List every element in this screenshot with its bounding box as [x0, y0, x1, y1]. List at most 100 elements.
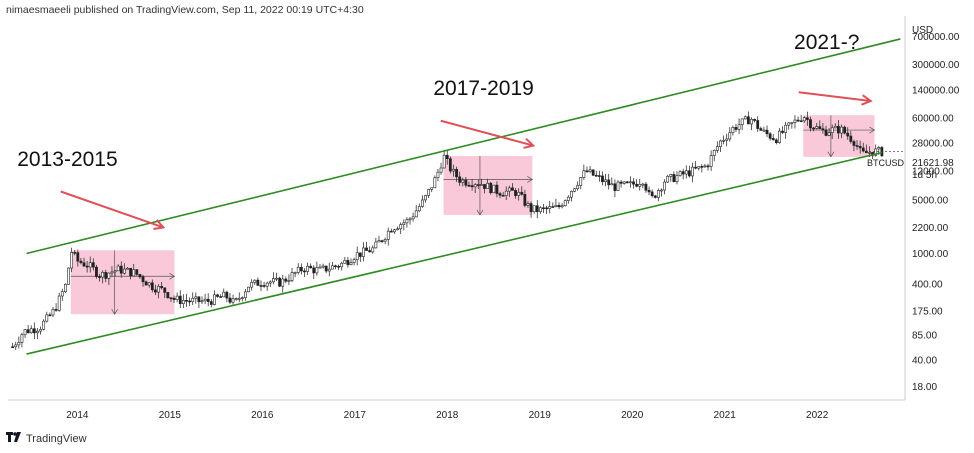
- candle-body: [268, 281, 272, 284]
- candle-body: [501, 194, 505, 197]
- candle-body: [23, 329, 27, 336]
- candle-body: [126, 267, 129, 270]
- candle-body: [722, 139, 725, 142]
- candle-body: [489, 182, 493, 194]
- candle-body: [852, 141, 856, 146]
- candle-body: [116, 265, 120, 272]
- candle-body: [470, 185, 474, 188]
- candle-body: [799, 120, 803, 122]
- candle-body: [529, 203, 533, 213]
- candle-body: [861, 147, 865, 152]
- zone-time-arrowhead: [869, 126, 876, 134]
- candle-body: [703, 165, 707, 168]
- candle-body: [113, 270, 117, 273]
- candle-body: [855, 145, 859, 147]
- candle-body: [830, 127, 834, 133]
- candle-body: [594, 174, 598, 177]
- candle-body: [868, 152, 871, 154]
- candle-body: [374, 241, 378, 249]
- candle-body: [278, 277, 282, 287]
- price-tick-label: 400.00: [912, 279, 943, 290]
- candle-body: [11, 346, 15, 348]
- candle-body: [734, 127, 738, 130]
- candle-body: [877, 147, 881, 150]
- candle-body: [178, 295, 182, 305]
- time-tick-label: 2022: [806, 410, 829, 421]
- candle-body: [256, 279, 260, 286]
- zone-time-arrowhead: [169, 272, 176, 280]
- candle-body: [101, 272, 105, 278]
- candle-body: [570, 190, 573, 198]
- time-tick-label: 2017: [344, 410, 367, 421]
- time-axis: 2014 2015 2016 2017 2018 2019 2020 2021 2022: [66, 410, 828, 421]
- candle-body: [327, 268, 331, 272]
- candle-body: [107, 272, 111, 279]
- candle-body: [759, 128, 763, 131]
- candle-body: [743, 116, 747, 120]
- candle-body: [377, 240, 381, 243]
- candle-body: [483, 184, 486, 189]
- candle-body: [181, 299, 185, 305]
- candle-body: [194, 296, 198, 299]
- candle-body: [740, 118, 744, 126]
- candle-body: [104, 272, 108, 279]
- candle-body: [343, 260, 347, 264]
- time-tick-label: 2020: [621, 410, 644, 421]
- candle-body: [582, 170, 586, 178]
- candle-body: [455, 168, 458, 178]
- candle-body: [700, 166, 704, 168]
- candle-body: [579, 177, 583, 186]
- candle-body: [768, 133, 772, 139]
- candle-body: [296, 266, 300, 273]
- tradingview-brand[interactable]: TradingView: [26, 432, 87, 445]
- candle-body: [762, 129, 766, 132]
- candle-body: [237, 298, 241, 300]
- candle-body: [566, 196, 570, 201]
- last-price-countdown: 1d 5h: [912, 170, 937, 181]
- candle-body: [334, 265, 337, 268]
- candle-body: [287, 280, 291, 282]
- candle-body: [85, 265, 89, 268]
- candle-body: [389, 230, 393, 233]
- candle-body: [467, 184, 471, 187]
- lower-channel-line: [26, 151, 883, 355]
- candle-body: [681, 171, 685, 175]
- candle-body: [380, 240, 384, 242]
- candle-body: [610, 183, 614, 186]
- candle-body: [815, 126, 819, 129]
- candle-body: [728, 132, 732, 140]
- price-tick-label: 140000.00: [912, 85, 960, 96]
- candle-body: [228, 297, 232, 303]
- candle-body: [653, 195, 657, 198]
- candle-body: [306, 265, 309, 272]
- publish-info: nimaesmaeeli published on TradingView.co…: [6, 4, 364, 16]
- candle-body: [802, 117, 806, 122]
- candle-body: [809, 119, 812, 129]
- candle-body: [76, 252, 80, 262]
- time-tick-label: 2015: [159, 410, 182, 421]
- candle-body: [448, 158, 452, 172]
- candle-body: [417, 206, 421, 212]
- candle-body: [355, 252, 359, 260]
- zone-time-arrowhead: [527, 176, 534, 183]
- candle-body: [712, 150, 716, 156]
- candle-body: [691, 166, 694, 177]
- candle-body: [303, 270, 306, 273]
- candle-body: [523, 194, 527, 206]
- candle-body: [520, 191, 524, 195]
- candle-body: [188, 300, 191, 303]
- time-tick-label: 2014: [66, 410, 89, 421]
- candle-body: [538, 207, 542, 212]
- candle-body: [29, 328, 33, 334]
- tradingview-logo-icon: [6, 432, 22, 445]
- candle-body: [73, 252, 77, 254]
- candle-body: [365, 247, 368, 251]
- candle-body: [26, 329, 30, 334]
- candle-body: [312, 267, 316, 274]
- candle-body: [64, 284, 67, 292]
- candle-body: [452, 168, 455, 172]
- candle-body: [827, 132, 831, 136]
- candle-body: [206, 298, 210, 302]
- candle-body: [647, 189, 651, 193]
